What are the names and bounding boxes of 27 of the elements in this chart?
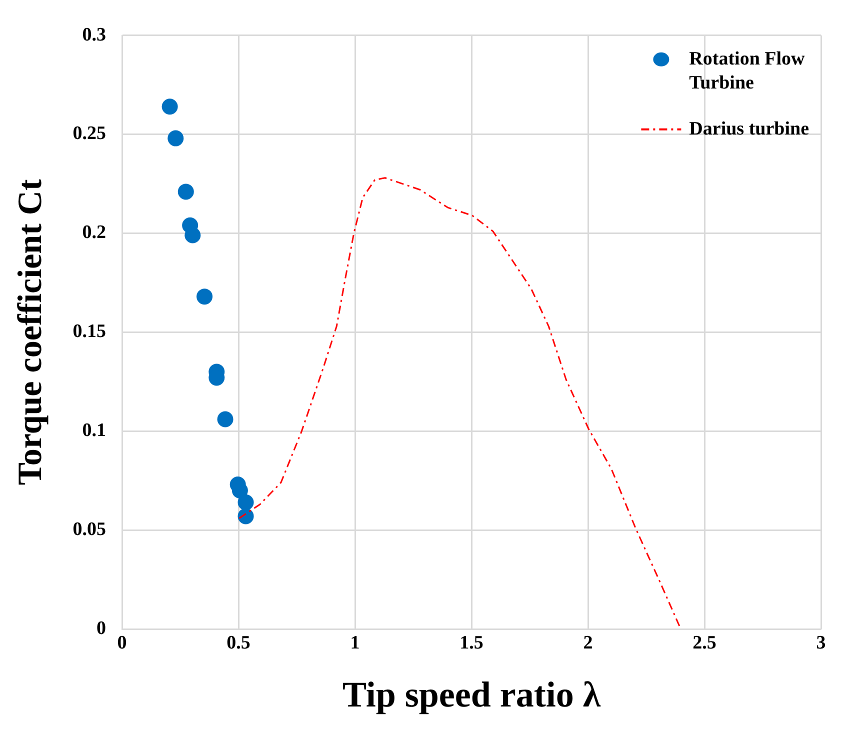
x-tick-label: 2.5 xyxy=(692,632,716,654)
point xyxy=(196,288,213,305)
y-tick-label: 0.1 xyxy=(82,420,106,442)
x-axis-title: Tip speed ratio λ xyxy=(342,674,601,715)
point xyxy=(238,508,254,524)
y-tick-label: 0 xyxy=(96,618,106,639)
y-tick-label: 0.2 xyxy=(82,222,106,244)
point xyxy=(217,411,234,428)
x-tick-label: 1 xyxy=(350,632,360,654)
x-tick-label: 1.5 xyxy=(460,632,484,654)
y-tick-label: 0.3 xyxy=(82,24,106,46)
legend-label: Darius turbine xyxy=(689,118,810,140)
y-tick-label: 0.15 xyxy=(72,321,106,342)
x-tick-label: 0 xyxy=(117,632,127,654)
line-series xyxy=(238,177,682,629)
point xyxy=(178,184,194,200)
y-tick-label: 0.25 xyxy=(72,123,106,144)
point xyxy=(162,98,178,115)
legend-label: Rotation Flow Turbine xyxy=(689,48,806,94)
x-tick-label: 2 xyxy=(583,632,593,654)
x-tick-label: 3 xyxy=(816,632,826,654)
point xyxy=(168,130,184,146)
point xyxy=(184,227,201,244)
x-tick-label: 0.5 xyxy=(226,632,250,654)
point xyxy=(238,494,254,510)
y-tick-label: 0.05 xyxy=(72,518,106,540)
y-axis-title: Torque coefficient Ct xyxy=(12,178,50,486)
